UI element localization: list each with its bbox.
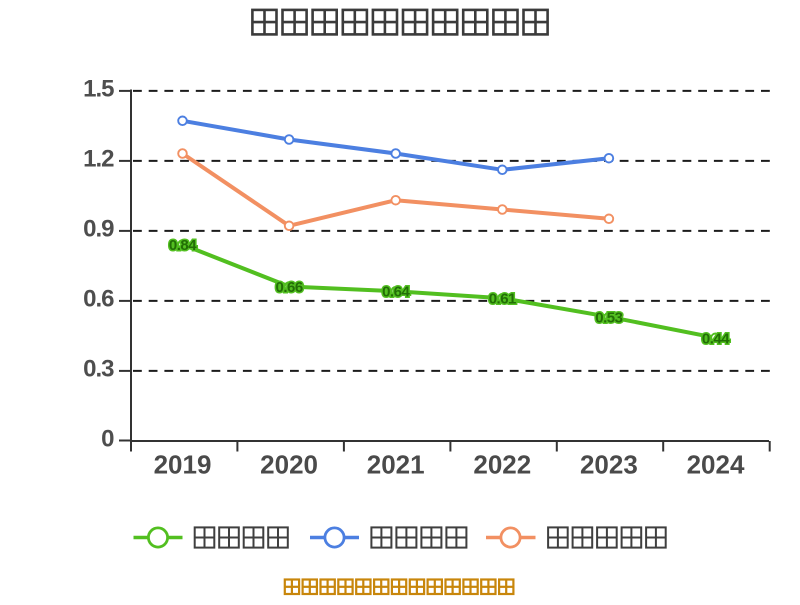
svg-text:0.53: 0.53	[595, 309, 622, 326]
svg-text:0.66: 0.66	[275, 279, 302, 296]
svg-text:2024: 2024	[687, 450, 745, 480]
svg-text:1.5: 1.5	[83, 76, 114, 103]
svg-text:2020: 2020	[260, 450, 318, 480]
svg-text:0.84: 0.84	[169, 237, 197, 254]
svg-text:0.9: 0.9	[83, 216, 114, 243]
svg-text:2023: 2023	[580, 450, 638, 480]
svg-text:0.64: 0.64	[382, 284, 410, 301]
svg-text:0.44: 0.44	[702, 330, 730, 347]
svg-text:2022: 2022	[473, 450, 531, 480]
svg-text:2021: 2021	[367, 450, 425, 480]
svg-text:1.2: 1.2	[83, 146, 114, 173]
svg-text:0.3: 0.3	[83, 356, 114, 383]
svg-text:0.6: 0.6	[83, 286, 114, 313]
svg-text:0: 0	[101, 426, 114, 453]
svg-text:0.61: 0.61	[489, 291, 516, 308]
svg-text:2019: 2019	[154, 450, 212, 480]
